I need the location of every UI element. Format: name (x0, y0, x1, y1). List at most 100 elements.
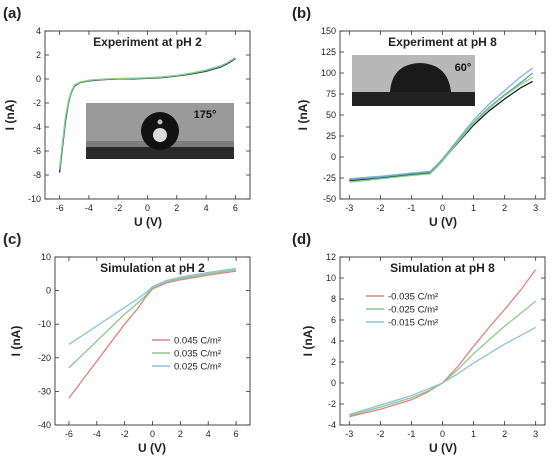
x-tick-label: -2 (376, 203, 384, 213)
y-tick-label: -2 (33, 98, 41, 108)
panel-a: (a) -6 -4 -2 0 2 4 6 -10 -8 -6 -4 -2 0 2 4 U (V) I (nA) Ex… (3, 5, 251, 229)
x-tick-label: 3 (533, 429, 538, 439)
y-tick-label: -10 (28, 194, 41, 204)
series-line-2 (349, 72, 534, 181)
legend-entry: -0.035 C/m² (388, 292, 438, 303)
y-tick-label: 4 (331, 336, 336, 346)
y-tick-label: -50 (323, 194, 336, 204)
y-tick-label: -2 (328, 399, 336, 409)
panel-title: Simulation at pH 8 (390, 261, 495, 275)
x-tick-label: -2 (376, 429, 384, 439)
contact-angle-label: 175° (194, 109, 217, 121)
x-tick-label: 4 (204, 203, 209, 213)
series-line-1 (349, 269, 537, 418)
x-tick-label: -4 (93, 429, 101, 439)
x-tick-label: 6 (234, 429, 239, 439)
panel-label: (b) (292, 5, 311, 22)
y-tick-label: -30 (38, 386, 51, 396)
y-axis-label: I (nA) (9, 326, 23, 357)
y-tick-label: 0 (46, 286, 51, 296)
y-tick-label: 0 (36, 74, 41, 84)
x-axis-label: U (V) (134, 215, 162, 229)
panel-label: (a) (3, 5, 21, 22)
y-tick-label: -6 (33, 146, 41, 156)
x-tick-label: 3 (533, 203, 538, 213)
droplet-inset-photo: 60° (352, 55, 475, 106)
y-axis-label: I (nA) (301, 326, 315, 357)
x-tick-label: -3 (345, 203, 353, 213)
series-line-3 (349, 326, 537, 416)
series-line-4 (349, 67, 533, 180)
x-tick-label: 1 (471, 203, 476, 213)
plot-frame (339, 256, 546, 426)
y-tick-label: 2 (36, 50, 41, 60)
legend: -0.035 C/m² -0.025 C/m² -0.015 C/m² (366, 292, 438, 329)
y-tick-label: 10 (41, 252, 51, 262)
x-tick-label: -6 (56, 203, 64, 213)
y-tick-label: 12 (326, 252, 336, 262)
series-line-2 (349, 300, 537, 417)
y-axis-label: I (nA) (296, 100, 310, 131)
x-tick-label: 2 (502, 203, 507, 213)
x-tick-label: -2 (121, 429, 129, 439)
y-tick-label: -8 (33, 170, 41, 180)
x-tick-label: 0 (145, 203, 150, 213)
panel-title: Experiment at pH 8 (388, 35, 497, 49)
series-line-3 (58, 56, 236, 168)
series-line-1 (68, 270, 237, 399)
y-tick-label: 75 (326, 89, 336, 99)
series-line-2 (68, 269, 237, 369)
x-axis-label: U (V) (429, 215, 457, 229)
legend: 0.045 C/m² 0.035 C/m² 0.025 C/m² (152, 336, 221, 373)
x-tick-label: 2 (502, 429, 507, 439)
y-tick-label: -25 (323, 173, 336, 183)
y-tick-label: 0 (331, 152, 336, 162)
legend-entry: 0.045 C/m² (174, 336, 221, 347)
y-tick-label: -4 (328, 420, 336, 430)
x-tick-label: 1 (471, 429, 476, 439)
panel-b: (b) -3 -2 -1 0 1 2 3 -50 -25 0 25 50 75 100 125 150 U (V)… (292, 5, 546, 229)
y-tick-label: 4 (36, 26, 41, 36)
x-tick-label: -3 (345, 429, 353, 439)
y-tick-label: 6 (331, 315, 336, 325)
x-axis-label: U (V) (138, 441, 166, 455)
y-tick-label: 50 (326, 110, 336, 120)
panel-title: Simulation at pH 2 (100, 261, 205, 275)
panel-title: Experiment at pH 2 (93, 35, 202, 49)
y-tick-label: 100 (321, 68, 336, 78)
x-tick-label: 2 (178, 429, 183, 439)
y-tick-label: 2 (331, 357, 336, 367)
x-tick-label: -1 (407, 203, 415, 213)
y-axis-label: I (nA) (3, 100, 17, 131)
x-tick-label: 4 (206, 429, 211, 439)
x-tick-label: -2 (114, 203, 122, 213)
x-axis-label: U (V) (429, 441, 457, 455)
y-tick-label: 150 (321, 26, 336, 36)
y-tick-label: -20 (38, 353, 51, 363)
x-tick-label: 0 (440, 429, 445, 439)
y-tick-label: 0 (331, 378, 336, 388)
x-tick-label: 6 (233, 203, 238, 213)
x-tick-label: 0 (440, 203, 445, 213)
x-tick-label: -4 (85, 203, 93, 213)
x-tick-label: 2 (174, 203, 179, 213)
y-tick-label: -40 (38, 420, 51, 430)
series-line-3 (68, 267, 237, 345)
panel-label: (d) (292, 231, 311, 248)
y-tick-label: 125 (321, 47, 336, 57)
x-tick-label: 0 (150, 429, 155, 439)
x-tick-label: -6 (65, 429, 73, 439)
y-tick-label: 10 (326, 273, 336, 283)
series-line-3 (349, 76, 533, 183)
panel-label: (c) (3, 231, 21, 248)
legend-entry: -0.015 C/m² (388, 318, 438, 329)
legend-entry: 0.025 C/m² (174, 362, 221, 373)
y-tick-label: 25 (326, 131, 336, 141)
legend-entry: -0.025 C/m² (388, 305, 438, 316)
y-tick-label: 8 (331, 294, 336, 304)
x-tick-label: -1 (407, 429, 415, 439)
contact-angle-label: 60° (455, 62, 472, 74)
